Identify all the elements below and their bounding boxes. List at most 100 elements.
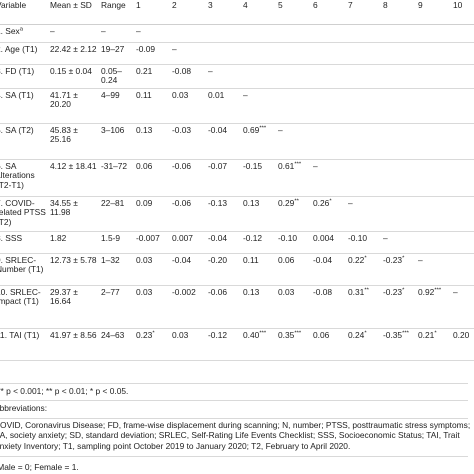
significance-marker: *** xyxy=(402,330,409,337)
variable-cell: 11. TAI (T1) xyxy=(0,329,48,361)
footnote-divider xyxy=(0,400,468,401)
correlation-cell xyxy=(381,43,416,65)
mean-sd-cell: 45.83 ± 25.16 xyxy=(50,125,78,145)
range-cell: 3–106 xyxy=(101,125,125,135)
correlation-cell: 0.22* xyxy=(346,254,381,286)
correlation-value: 0.004 xyxy=(313,233,334,243)
correlation-value: 0.31 xyxy=(348,287,365,297)
correlation-value: – xyxy=(243,90,248,100)
variable-cell: 4. SA (T1) xyxy=(0,89,48,124)
correlation-cell: 0.61*** xyxy=(276,160,311,197)
footnote-significance: *** p < 0.001; ** p < 0.01; * p < 0.05. xyxy=(0,386,474,396)
range-cell: 22–81 xyxy=(101,198,125,208)
significance-marker: * xyxy=(434,330,437,337)
correlation-cell: 0.31** xyxy=(346,286,381,329)
correlation-value: -0.08 xyxy=(172,66,192,76)
correlation-cell: – xyxy=(276,124,311,160)
correlation-value: -0.04 xyxy=(208,125,228,135)
correlation-cell: 0.26* xyxy=(311,197,346,232)
range-cell: 24–63 xyxy=(101,330,125,340)
correlation-value: -0.13 xyxy=(208,198,228,208)
variable-name: 6. SA alterations (T2-T1) xyxy=(0,161,35,190)
correlation-cell xyxy=(416,43,451,65)
range-cell: 2–77 xyxy=(101,287,120,297)
correlation-value: -0.35 xyxy=(383,330,403,340)
correlation-value: -0.06 xyxy=(172,198,192,208)
correlation-value: – xyxy=(136,26,141,36)
correlation-value: 0.23 xyxy=(136,330,153,340)
footnote-divider xyxy=(0,418,468,419)
correlation-cell: -0.35*** xyxy=(381,329,416,361)
correlation-cell xyxy=(241,43,276,65)
column-header: 3 xyxy=(208,0,213,10)
correlation-value: 0.92 xyxy=(418,287,435,297)
correlation-value: -0.10 xyxy=(348,233,368,243)
correlation-value: 0.09 xyxy=(136,198,153,208)
correlation-value: – xyxy=(172,44,177,54)
correlation-cell xyxy=(346,160,381,197)
significance-marker: *** xyxy=(259,330,267,337)
significance-note: *** p < 0.001; ** p < 0.01; * p < 0.05. xyxy=(0,386,129,396)
correlation-value: -0.007 xyxy=(136,233,160,243)
correlation-cell: -0.06 xyxy=(206,286,241,329)
correlation-value: 0.03 xyxy=(136,255,153,265)
correlation-cell xyxy=(276,65,311,89)
mean-sd-cell: 41.97 ± 8.56 xyxy=(50,330,97,340)
correlation-value: – xyxy=(313,161,318,171)
table-row: 7. COVID-related PTSS (T2)34.55 ± 11.98 2… xyxy=(0,197,474,232)
correlation-cell xyxy=(241,25,276,43)
correlation-cell: – xyxy=(311,160,346,197)
footnote-divider xyxy=(0,456,468,457)
variable-name: 10. SRLEC-Impact (T1) xyxy=(0,287,41,307)
correlation-cell xyxy=(311,124,346,160)
correlation-cell: 0.69*** xyxy=(241,124,276,160)
table-row: 11. TAI (T1) 41.97 ± 8.56 24–63 0.23* 0.03 -0… xyxy=(0,329,474,361)
range-cell: 1.5-9 xyxy=(101,233,121,243)
correlation-cell: 0.29** xyxy=(276,197,311,232)
footnote-marker: a xyxy=(19,26,23,33)
correlation-cell xyxy=(381,160,416,197)
variable-cell: 8. SSS xyxy=(0,232,48,254)
correlation-cell: -0.04 xyxy=(206,232,241,254)
correlation-value: 0.03 xyxy=(172,330,189,340)
correlation-value: 0.03 xyxy=(278,287,295,297)
range-cell: – xyxy=(101,26,106,36)
significance-marker: * xyxy=(402,287,405,294)
correlation-cell: 0.24* xyxy=(346,329,381,361)
table-row: 9. SRLEC-Number (T1) 12.73 ± 5.78 1–32 0.03… xyxy=(0,254,474,286)
correlation-cell: 0.09 xyxy=(134,197,170,232)
variable-cell: 7. COVID-related PTSS (T2) xyxy=(0,197,48,232)
correlation-cell xyxy=(381,197,416,232)
variable-name: 8. SSS xyxy=(0,233,23,243)
correlation-value: -0.04 xyxy=(313,255,333,265)
variable-cell: 3. FD (T1) xyxy=(0,65,48,89)
correlation-value: -0.06 xyxy=(208,287,228,297)
correlation-value: -0.20 xyxy=(208,255,228,265)
correlation-cell: 0.13 xyxy=(241,197,276,232)
correlation-cell: -0.06 xyxy=(170,197,206,232)
correlation-cell xyxy=(416,89,451,124)
table-row: 6. SA alterations (T2-T1) 4.12 ± 18.41 -31… xyxy=(0,160,474,197)
correlation-value: 0.21 xyxy=(418,330,435,340)
correlation-cell: 0.13 xyxy=(134,124,170,160)
significance-marker: * xyxy=(364,255,367,262)
correlation-value: -0.12 xyxy=(243,233,263,243)
correlation-value: -0.03 xyxy=(172,125,192,135)
correlation-cell: -0.23* xyxy=(381,254,416,286)
correlation-cell xyxy=(416,25,451,43)
significance-marker: * xyxy=(152,330,155,337)
mean-sd-cell: 1.82 xyxy=(50,233,67,243)
correlation-cell: 0.40*** xyxy=(241,329,276,361)
mean-sd-cell: 0.15 ± 0.04 xyxy=(50,66,92,76)
correlation-cell: 0.35*** xyxy=(276,329,311,361)
correlation-cell: 0.03 xyxy=(276,286,311,329)
correlation-cell: – xyxy=(451,286,474,329)
correlation-cell xyxy=(276,25,311,43)
variable-name: 2. Age (T1) xyxy=(0,44,38,54)
correlation-table: Variable Mean ± SD Range 1 2 3 4 5 6 7 8… xyxy=(0,0,474,361)
range-cell: 4–99 xyxy=(101,90,120,100)
correlation-cell: -0.03 xyxy=(170,124,206,160)
correlation-cell: -0.04 xyxy=(206,124,241,160)
column-header: Variable xyxy=(0,0,27,10)
table-row: 2. Age (T1) 22.42 ± 2.12 19–27 -0.09 – xyxy=(0,43,474,65)
